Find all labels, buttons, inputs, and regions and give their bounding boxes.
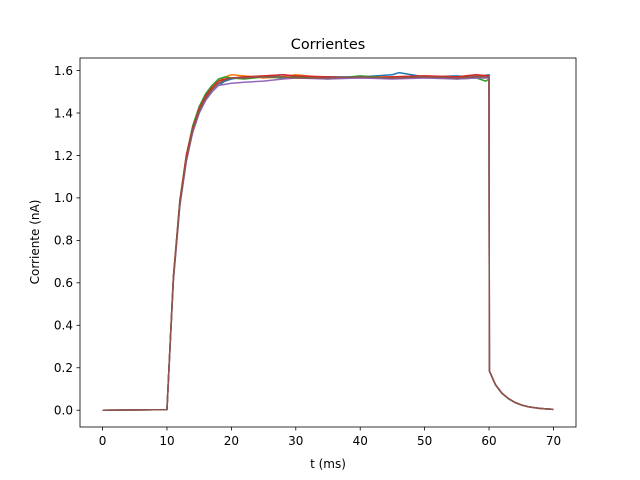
- x-tick-label: 30: [288, 434, 303, 448]
- y-tick-label: 1.2: [54, 149, 73, 163]
- y-tick-label: 1.6: [54, 64, 73, 78]
- chart-title: Corrientes: [291, 37, 365, 53]
- y-tick-label: 0.0: [54, 404, 73, 418]
- y-tick-label: 0.4: [54, 319, 73, 333]
- x-tick-label: 60: [481, 434, 496, 448]
- x-tick-label: 50: [417, 434, 432, 448]
- plot-area-frame: [79, 57, 577, 428]
- x-tick-label: 70: [546, 434, 561, 448]
- y-tick-label: 1.4: [54, 106, 73, 120]
- x-tick-label: 40: [353, 434, 368, 448]
- series-line-6: [102, 76, 554, 411]
- x-tick-label: 0: [99, 434, 107, 448]
- y-tick-label: 0.8: [54, 234, 73, 248]
- y-axis-ticks: 0.0 0.2 0.4 0.6 0.8 1.0 1.2 1.4 1.6: [54, 64, 80, 418]
- y-tick-label: 0.2: [54, 361, 73, 375]
- y-tick-label: 0.6: [54, 276, 73, 290]
- y-tick-label: 1.0: [54, 191, 73, 205]
- y-axis-label: Corriente (nA): [28, 200, 42, 285]
- x-tick-label: 10: [159, 434, 174, 448]
- series-layer: [102, 71, 554, 411]
- x-tick-label: 20: [224, 434, 239, 448]
- x-axis-label: t (ms): [310, 457, 346, 471]
- x-axis-ticks: 0 10 20 30 40 50 60 70: [99, 427, 561, 448]
